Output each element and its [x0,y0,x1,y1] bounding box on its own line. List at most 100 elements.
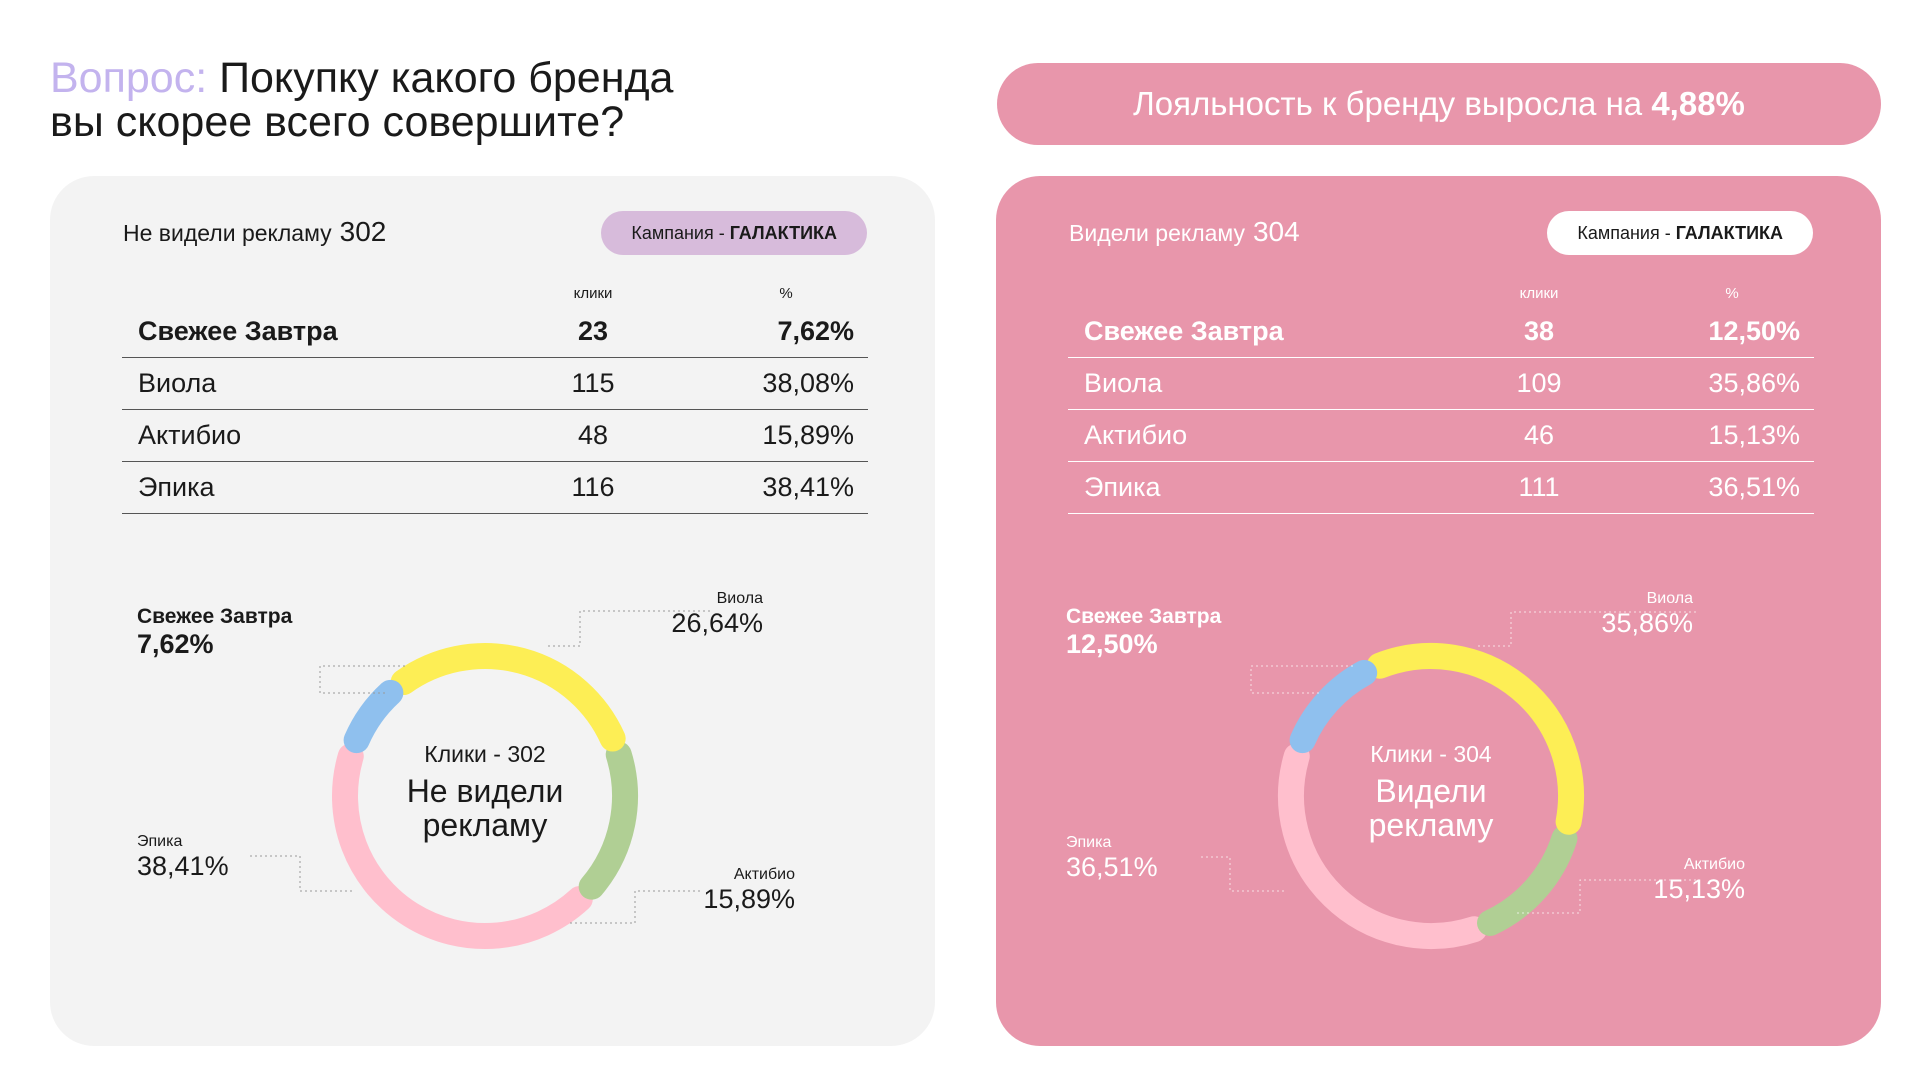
donut-label-name: Виола [716,590,763,607]
table-row: Актибио 46 15,13% [1068,409,1814,462]
table-header-row: клики % [122,280,868,306]
donut-label-value: 35,86% [1601,608,1693,639]
row-pct: 12,50% [1594,306,1814,358]
table-header-row: клики % [1068,280,1814,306]
row-pct: 36,51% [1594,461,1814,514]
chip-prefix: Кампания - [1577,223,1676,243]
donut-label-epika: Эпика 36,51% [1066,834,1158,883]
donut-segment-aktibio [1477,825,1578,936]
campaign-chip: Кампания - ГАЛАКТИКА [1547,211,1813,255]
row-brand: Эпика [122,461,538,514]
donut-label-viola: Виола 26,64% [671,590,763,639]
row-pct: 38,41% [648,461,868,514]
donut-label-value: 15,13% [1653,874,1745,905]
donut-label-value: 12,50% [1066,629,1158,660]
loyalty-banner: Лояльность к бренду выросла на 4,88% [997,63,1881,145]
row-pct: 38,08% [648,357,868,410]
donut-label-name: Актибио [733,866,795,883]
donut-label-value: 38,41% [137,851,229,882]
panel-no-ad: Не видели рекламу 302 Кампания - ГАЛАКТИК… [50,176,935,1046]
row-brand: Виола [122,357,538,410]
donut-segment-svezhee [1289,659,1378,754]
col-clicks-header: клики [573,284,613,302]
table-row: Свежее Завтра 23 7,62% [122,306,868,358]
brand-table: клики % Свежее Завтра 38 12,50% Виола 10… [1068,280,1814,514]
panel-heading: Не видели рекламу 302 [123,216,386,248]
row-brand: Актибио [122,409,538,462]
row-clicks: 115 [538,357,648,410]
panel-heading-label: Не видели рекламу [123,220,332,246]
row-pct: 7,62% [648,306,868,358]
donut-chart [250,610,710,949]
chip-name: ГАЛАКТИКА [729,223,837,243]
banner-value: 4,88% [1651,85,1745,122]
donut-label-value: 36,51% [1066,852,1158,883]
donut-segment-epika [1278,743,1488,949]
row-pct: 15,89% [648,409,868,462]
chip-name: ГАЛАКТИКА [1675,223,1783,243]
donut-label-svezhee: Свежее Завтра 12,50% [1066,605,1221,660]
row-clicks: 116 [538,461,648,514]
donut-label-name: Свежее Завтра [137,605,293,628]
row-clicks: 46 [1484,409,1594,462]
donut-label-name: Виола [1646,590,1693,607]
row-brand: Актибио [1068,409,1484,462]
table-row: Виола 109 35,86% [1068,357,1814,410]
table-row: Эпика 111 36,51% [1068,461,1814,514]
col-pct-header: % [1725,284,1739,302]
panel-heading-count: 302 [339,216,387,247]
row-brand: Свежее Завтра [1068,306,1484,358]
row-clicks: 23 [538,306,648,358]
donut-center: Клики - 302 Не видели рекламу [365,741,605,842]
row-brand: Эпика [1068,461,1484,514]
campaign-chip: Кампания - ГАЛАКТИКА [601,211,867,255]
question-line1: Покупку какого бренда [219,54,674,102]
question-prefix: Вопрос: [50,54,208,102]
donut-label-value: 26,64% [671,608,763,639]
question-line2: вы скорее всего совершите? [50,98,625,146]
row-pct: 35,86% [1594,357,1814,410]
panel-heading-count: 304 [1252,216,1300,247]
donut-center-line1: Клики - 302 [424,741,546,767]
donut-label-epika: Эпика 38,41% [137,833,229,882]
col-pct-header: % [779,284,793,302]
donut-label-viola: Виола 35,86% [1601,590,1693,639]
donut-label-aktibio: Актибио 15,89% [703,866,795,915]
donut-label-name: Свежее Завтра [1066,605,1222,628]
donut-label-name: Эпика [1066,834,1112,851]
donut-segment-viola [1366,643,1584,835]
question-title: Вопрос: Покупку какого бренда вы скорее … [50,56,673,144]
col-clicks-header: клики [1519,284,1559,302]
brand-table: клики % Свежее Завтра 23 7,62% Виола 115… [122,280,868,514]
donut-label-aktibio: Актибио 15,13% [1653,856,1745,905]
donut-center-line1: Клики - 304 [1370,741,1492,767]
donut-center-line2: Не видели рекламу [406,773,564,843]
panel-heading-label: Видели рекламу [1069,220,1245,246]
row-brand: Свежее Завтра [122,306,538,358]
table-row: Виола 115 38,08% [122,357,868,410]
panel-saw-ad: Видели рекламу 304 Кампания - ГАЛАКТИКА к… [996,176,1881,1046]
donut-label-value: 15,89% [703,884,795,915]
donut-center-line2: Видели рекламу [1368,773,1494,843]
donut-label-name: Эпика [137,833,183,850]
donut-label-svezhee: Свежее Завтра 7,62% [137,605,292,660]
donut-segment-viola [390,643,626,752]
donut-segment-epika [332,743,593,949]
banner-text: Лояльность к бренду выросла на [1133,85,1643,122]
table-row: Свежее Завтра 38 12,50% [1068,306,1814,358]
row-pct: 15,13% [1594,409,1814,462]
row-clicks: 111 [1484,461,1594,514]
table-row: Эпика 116 38,41% [122,461,868,514]
row-clicks: 38 [1484,306,1594,358]
panel-heading: Видели рекламу 304 [1069,216,1300,248]
chip-prefix: Кампания - [631,223,730,243]
donut-segment-aktibio [578,741,638,900]
donut-label-value: 7,62% [137,629,214,660]
donut-chart [1201,611,1696,949]
donut-segment-svezhee [343,679,404,754]
row-clicks: 109 [1484,357,1594,410]
row-clicks: 48 [538,409,648,462]
table-row: Актибио 48 15,89% [122,409,868,462]
donut-center: Клики - 304 Видели рекламу [1311,741,1551,842]
donut-label-name: Актибио [1683,856,1745,873]
